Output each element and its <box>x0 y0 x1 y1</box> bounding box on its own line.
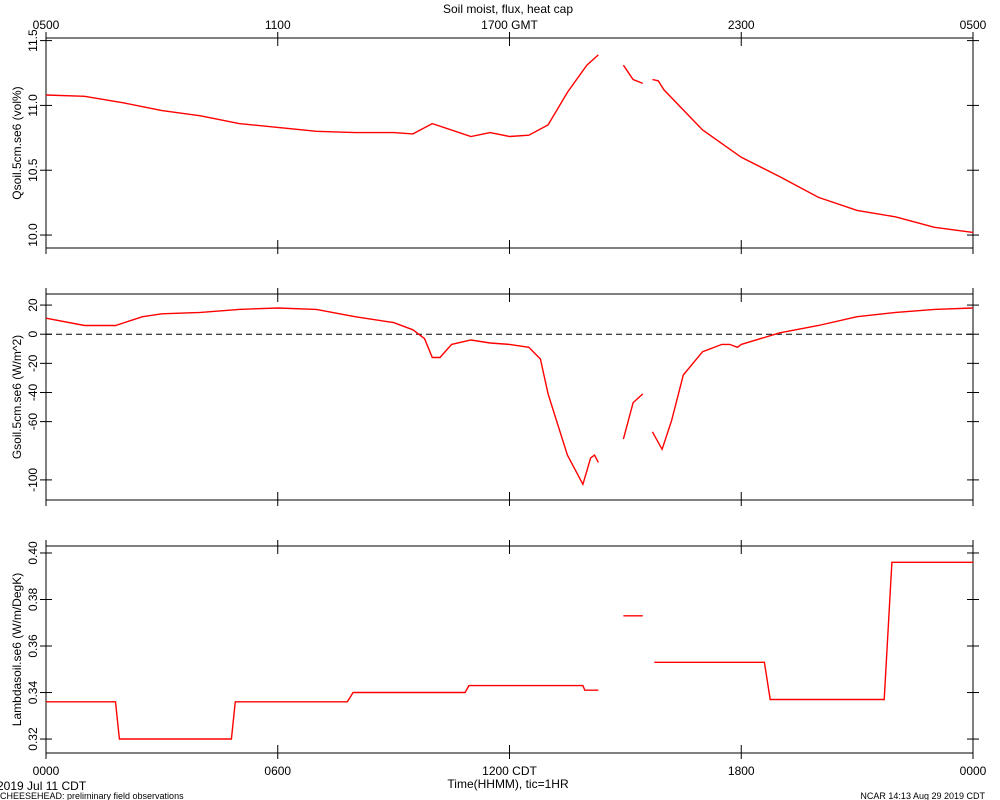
y-tick-label: 0.38 <box>26 587 40 611</box>
y-axis-label: Qsoil.5cm.se6 (vol%) <box>10 86 24 199</box>
y-tick-label: 0.36 <box>26 634 40 658</box>
plot-frame <box>45 545 974 754</box>
y-tick-label: -40 <box>26 383 40 401</box>
y-tick-label: 0 <box>26 331 40 338</box>
y-tick-label: 10.5 <box>26 158 40 182</box>
y-tick-label: 11.5 <box>26 29 40 52</box>
date-label: 2019 Jul 11 CDT <box>0 779 87 793</box>
plot-frame <box>45 37 974 249</box>
x-axis-label: Time(HHMM), tic=1HR <box>447 777 569 791</box>
y-tick-label: -100 <box>26 468 40 492</box>
top-x-tick-label: 1700 GMT <box>481 18 538 32</box>
credit-label: NCAR 14:13 Aug 29 2019 CDT <box>860 791 985 800</box>
top-x-tick-label: 0500 <box>960 18 987 32</box>
data-line <box>45 307 974 487</box>
y-tick-label: -20 <box>26 354 40 372</box>
x-tick-label: 0000 <box>960 764 987 778</box>
data-line <box>46 561 973 740</box>
y-tick-label: 0.34 <box>26 681 40 705</box>
y-tick-label: 0.40 <box>26 541 40 565</box>
project-label: CHEESEHEAD: preliminary field observatio… <box>0 791 184 800</box>
y-tick-label: 11.0 <box>26 94 40 117</box>
x-tick-label: 1200 CDT <box>482 764 537 778</box>
y-tick-label: 0.32 <box>26 727 40 751</box>
x-tick-label: 0600 <box>264 764 291 778</box>
x-tick-label: 1800 <box>728 764 755 778</box>
y-tick-label: 20 <box>26 298 40 312</box>
plot-frame <box>45 293 974 501</box>
data-line <box>45 54 974 234</box>
top-x-tick-label: 2300 <box>728 18 755 32</box>
chart-title: Soil moist, flux, heat cap <box>443 2 573 16</box>
y-axis-label: Lambdasoil.se6 (W/m/DegK) <box>10 573 24 726</box>
y-tick-label: 10.0 <box>26 223 40 247</box>
y-axis-label: Gsoil.5cm.se6 (W/m^2) <box>10 335 24 459</box>
x-tick-label: 0000 <box>33 764 60 778</box>
top-x-tick-label: 1100 <box>265 18 291 32</box>
top-x-tick-label: 0500 <box>33 18 60 32</box>
y-tick-label: -60 <box>26 413 40 431</box>
